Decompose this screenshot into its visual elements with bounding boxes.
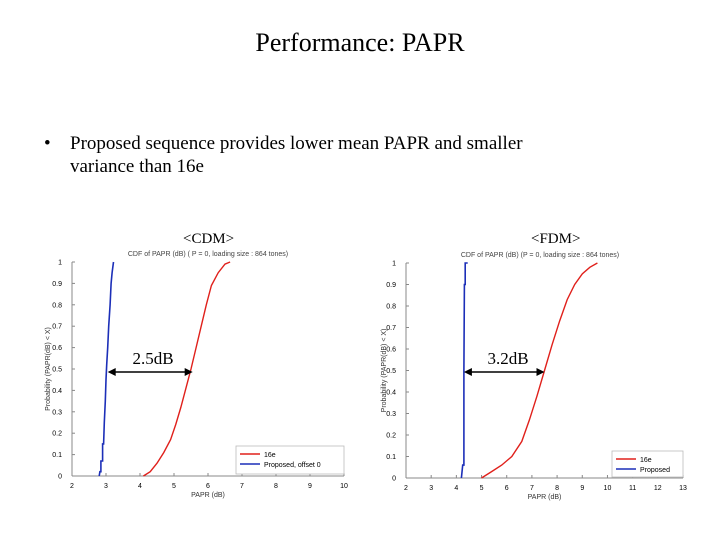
cdm-xtick-label: 7 [240,483,244,490]
fdm-ytick-label: 0.7 [386,325,396,332]
fdm-xtick-label: 6 [505,485,509,492]
fdm-ytick-label: 1 [392,261,396,268]
cdm-chart-title: CDF of PAPR (dB) ( P = 0, loading size :… [128,251,288,258]
bullet-item: • Proposed sequence provides lower mean … [44,132,674,178]
cdm-ytick-label: 1 [58,260,62,267]
fdm-xtick-label: 7 [530,485,534,492]
fdm-xtick-label: 4 [454,485,458,492]
cdm-ytick-label: 0.4 [52,388,62,395]
fdm-arrowhead-left [463,368,472,376]
cdm-y-axis-label: Probability (PAPR(dB) < X) [45,327,52,411]
fdm-ytick-label: 0 [392,476,396,483]
cdm-xtick-label: 10 [340,483,348,490]
slide-title: Performance: PAPR [255,28,465,57]
cdm-ytick-label: 0.6 [52,345,62,352]
fdm-xtick-label: 11 [629,485,636,492]
cdm-ytick-label: 0.9 [52,281,62,288]
cdm-xtick-label: 9 [308,483,312,490]
fdm-annotation-label: 3.2dB [487,349,528,368]
cdm-ytick-label: 0.3 [52,409,62,416]
cdm-xtick-label: 3 [104,483,108,490]
fdm-ytick-label: 0.9 [386,282,396,289]
fdm-xtick-label: 3 [429,485,433,492]
fdm-series-proposed-line [460,262,468,479]
bullet-line-2: variance than 16e [70,156,204,177]
cdm-xtick-label: 5 [172,483,176,490]
cdm-xtick-label: 2 [70,483,74,490]
fdm-series-16e-line [481,262,598,479]
cdm-xtick-label: 4 [138,483,142,490]
cdm-ytick-label: 0.1 [52,452,62,459]
fdm-xtick-label: 12 [654,485,662,492]
cdm-panel-label: <CDM> [183,231,235,247]
cdm-ytick-label: 0.5 [52,367,62,374]
fdm-ytick-label: 0.6 [386,347,396,354]
cdm-x-axis-label: PAPR (dB) [191,492,225,499]
cdm-ytick-label: 0.7 [52,324,62,331]
cdm-arrowhead-right [184,368,193,376]
cdm-ytick-label: 0 [58,474,62,481]
fdm-ytick-label: 0.3 [386,411,396,418]
fdm-xtick-label: 10 [604,485,612,492]
fdm-chart-title: CDF of PAPR (dB) (P = 0, loading size : … [461,252,619,259]
fdm-xtick-label: 5 [480,485,484,492]
bullet-line-1: Proposed sequence provides lower mean PA… [70,133,523,154]
fdm-ytick-label: 0.8 [386,304,396,311]
cdm-ytick-label: 0.8 [52,302,62,309]
fdm-ytick-label: 0.4 [386,390,396,397]
fdm-xtick-label: 9 [580,485,584,492]
cdm-xtick-label: 8 [274,483,278,490]
fdm-legend-label: 16e [640,457,652,464]
cdm-series-proposed-line [98,261,115,477]
cdm-arrowhead-left [107,368,116,376]
fdm-ytick-label: 0.5 [386,368,396,375]
fdm-panel-label: <FDM> [531,231,581,247]
fdm-x-axis-label: PAPR (dB) [528,494,562,501]
fdm-legend-label: Proposed [640,467,670,474]
fdm-arrowhead-right [536,368,545,376]
cdm-ytick-label: 0.2 [52,431,62,438]
cdm-series-16e-line [143,261,231,477]
cdm-legend-label: Proposed, offset 0 [264,462,321,469]
fdm-xtick-label: 13 [679,485,687,492]
fdm-xtick-label: 8 [555,485,559,492]
cdm-annotation-label: 2.5dB [132,349,173,368]
fdm-y-axis-label: Probability (PAPR(dB) < X) [381,329,388,413]
fdm-ytick-label: 0.1 [386,454,396,461]
fdm-ytick-label: 0.2 [386,433,396,440]
fdm-legend-box [611,450,684,478]
cdm-xtick-label: 6 [206,483,210,490]
fdm-xtick-label: 2 [404,485,408,492]
bullet-dot: • [44,133,51,154]
cdm-legend-box [235,445,345,475]
cdm-legend-label: 16e [264,452,276,459]
